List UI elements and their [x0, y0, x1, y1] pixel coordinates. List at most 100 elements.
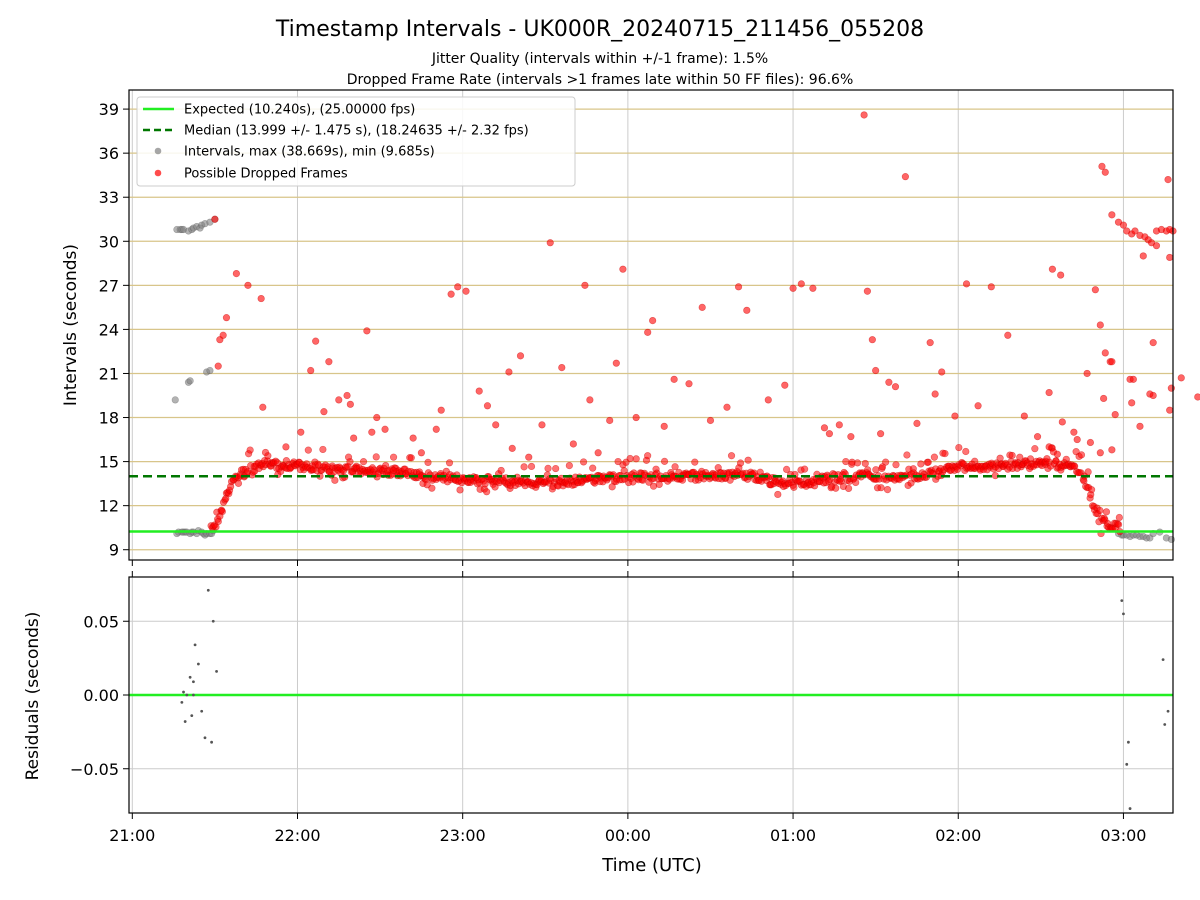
dropped-frame-point	[244, 281, 252, 289]
chart-subtitle-dropped: Dropped Frame Rate (intervals >1 frames …	[347, 72, 854, 88]
dropped-frame-point	[1119, 221, 1128, 229]
dropped-frame-point	[417, 449, 425, 457]
dropped-frame-point	[211, 215, 219, 223]
intervals-plot: 9 12 15 18 21 24 27 30 33 36 39 Expected (10.240s),…	[99, 89, 1200, 566]
dropped-frame-point	[538, 421, 546, 429]
dropped-frame-point	[723, 403, 731, 411]
dropped-frame-point	[1101, 349, 1109, 357]
dropped-frame-point	[432, 425, 440, 433]
dropped-frame-point	[569, 440, 577, 448]
plot-frame	[128, 89, 1174, 561]
residual-point	[1120, 599, 1124, 602]
dropped-frame-point	[847, 433, 855, 441]
legend-entry: Possible Dropped Frames	[184, 167, 348, 182]
dropped-frame-point	[941, 450, 949, 458]
dropped-frame-point	[962, 280, 971, 288]
dropped-frame-point	[1073, 435, 1081, 444]
dropped-frame-point	[312, 337, 320, 345]
interval-point	[206, 366, 214, 375]
dropped-frame-point	[863, 287, 871, 295]
y-tick-label: 27	[99, 276, 119, 295]
dropped-frame-point	[1045, 388, 1053, 397]
dropped-frame-point	[527, 462, 536, 471]
dropped-frame-point	[346, 458, 354, 466]
x-tick-label: 22:00	[274, 826, 320, 845]
dropped-frame-point	[860, 111, 868, 119]
dropped-frame-point	[1164, 175, 1172, 184]
y-tick-label: 36	[99, 144, 119, 163]
dropped-frame-point	[685, 380, 693, 388]
residual-point	[192, 693, 195, 697]
residual-point	[203, 736, 207, 740]
dropped-frame-point	[483, 488, 491, 496]
dropped-frame-point	[744, 456, 752, 464]
y-tick-label: 33	[99, 188, 119, 207]
legend-entry: Expected (10.240s), (25.00000 fps)	[184, 103, 415, 118]
dropped-frame-point	[1096, 506, 1104, 515]
dropped-frame-point	[1057, 271, 1065, 279]
residual-point	[1161, 658, 1165, 661]
residual-point	[210, 740, 213, 744]
dropped-frame-point	[706, 416, 715, 425]
dropped-frame-point	[820, 424, 829, 432]
dropped-frame-point	[626, 454, 634, 463]
dropped-frame-point	[1083, 369, 1091, 378]
dropped-frame-point	[913, 419, 921, 428]
residual-point	[1125, 762, 1129, 766]
residual-point	[192, 680, 195, 684]
dropped-frame-point	[319, 445, 327, 454]
dropped-frame-point	[475, 387, 483, 395]
dropped-frame-point	[614, 457, 622, 466]
dropped-frame-point	[877, 484, 885, 492]
x-tick-label: 02:00	[935, 826, 981, 845]
dropped-frame-point	[619, 265, 627, 273]
dropped-frame-point	[1016, 453, 1024, 461]
dropped-frame-point	[520, 463, 528, 471]
dropped-frame-point	[649, 316, 657, 325]
dropped-frame-point	[764, 396, 772, 404]
dropped-frame-point	[257, 294, 265, 303]
dropped-frame-point	[938, 368, 946, 376]
dropped-frame-point	[1058, 418, 1066, 426]
y-tick-label: 24	[99, 320, 119, 339]
dropped-frame-point	[789, 284, 797, 292]
dropped-frame-point	[1108, 211, 1116, 219]
dropped-frame-point	[218, 507, 226, 516]
plot-frame	[128, 576, 1174, 814]
x-tick-label: 01:00	[770, 826, 816, 845]
dropped-frame-point	[781, 381, 789, 389]
y-tick-label: 0.00	[83, 686, 119, 705]
dropped-frame-point	[346, 400, 354, 408]
dropped-frame-point	[782, 465, 791, 474]
dropped-frame-point	[1101, 168, 1109, 176]
dropped-frame-point	[1086, 438, 1095, 447]
dropped-frame-point	[891, 383, 900, 391]
dropped-frame-point	[660, 422, 668, 430]
dropped-frame-point	[544, 464, 552, 472]
dropped-frame-point	[325, 358, 333, 366]
dropped-frame-point	[698, 303, 706, 311]
dropped-frame-point	[456, 486, 464, 494]
dropped-frame-point	[1136, 422, 1144, 430]
dropped-frame-point	[743, 306, 751, 314]
dropped-frame-point	[727, 452, 736, 460]
dropped-frame-point	[930, 453, 938, 461]
dropped-frame-point	[234, 479, 243, 487]
dropped-frame-point	[1031, 445, 1039, 453]
dropped-frame-point	[445, 459, 454, 467]
y-tick-label: 30	[99, 232, 119, 251]
dropped-frame-point	[844, 484, 853, 493]
dropped-frame-point	[632, 413, 640, 422]
dropped-frame-point	[917, 460, 925, 468]
dropped-frame-point	[546, 239, 554, 247]
dropped-frame-point	[852, 478, 860, 487]
dropped-frame-point	[882, 458, 890, 466]
dropped-frame-point	[222, 314, 231, 322]
dropped-frame-point	[1129, 375, 1137, 383]
dropped-frame-point	[951, 412, 959, 420]
y-tick-label: 18	[99, 409, 119, 428]
dropped-frame-point	[877, 430, 885, 438]
dropped-frame-point	[497, 466, 505, 475]
dropped-frame-point	[381, 425, 389, 433]
dropped-frame-point	[1070, 428, 1078, 436]
